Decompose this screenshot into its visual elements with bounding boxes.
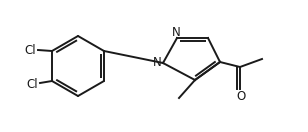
Text: N: N (153, 56, 161, 70)
Text: N: N (172, 25, 180, 39)
Text: Cl: Cl (26, 79, 38, 91)
Text: O: O (236, 89, 245, 103)
Text: Cl: Cl (24, 44, 36, 56)
